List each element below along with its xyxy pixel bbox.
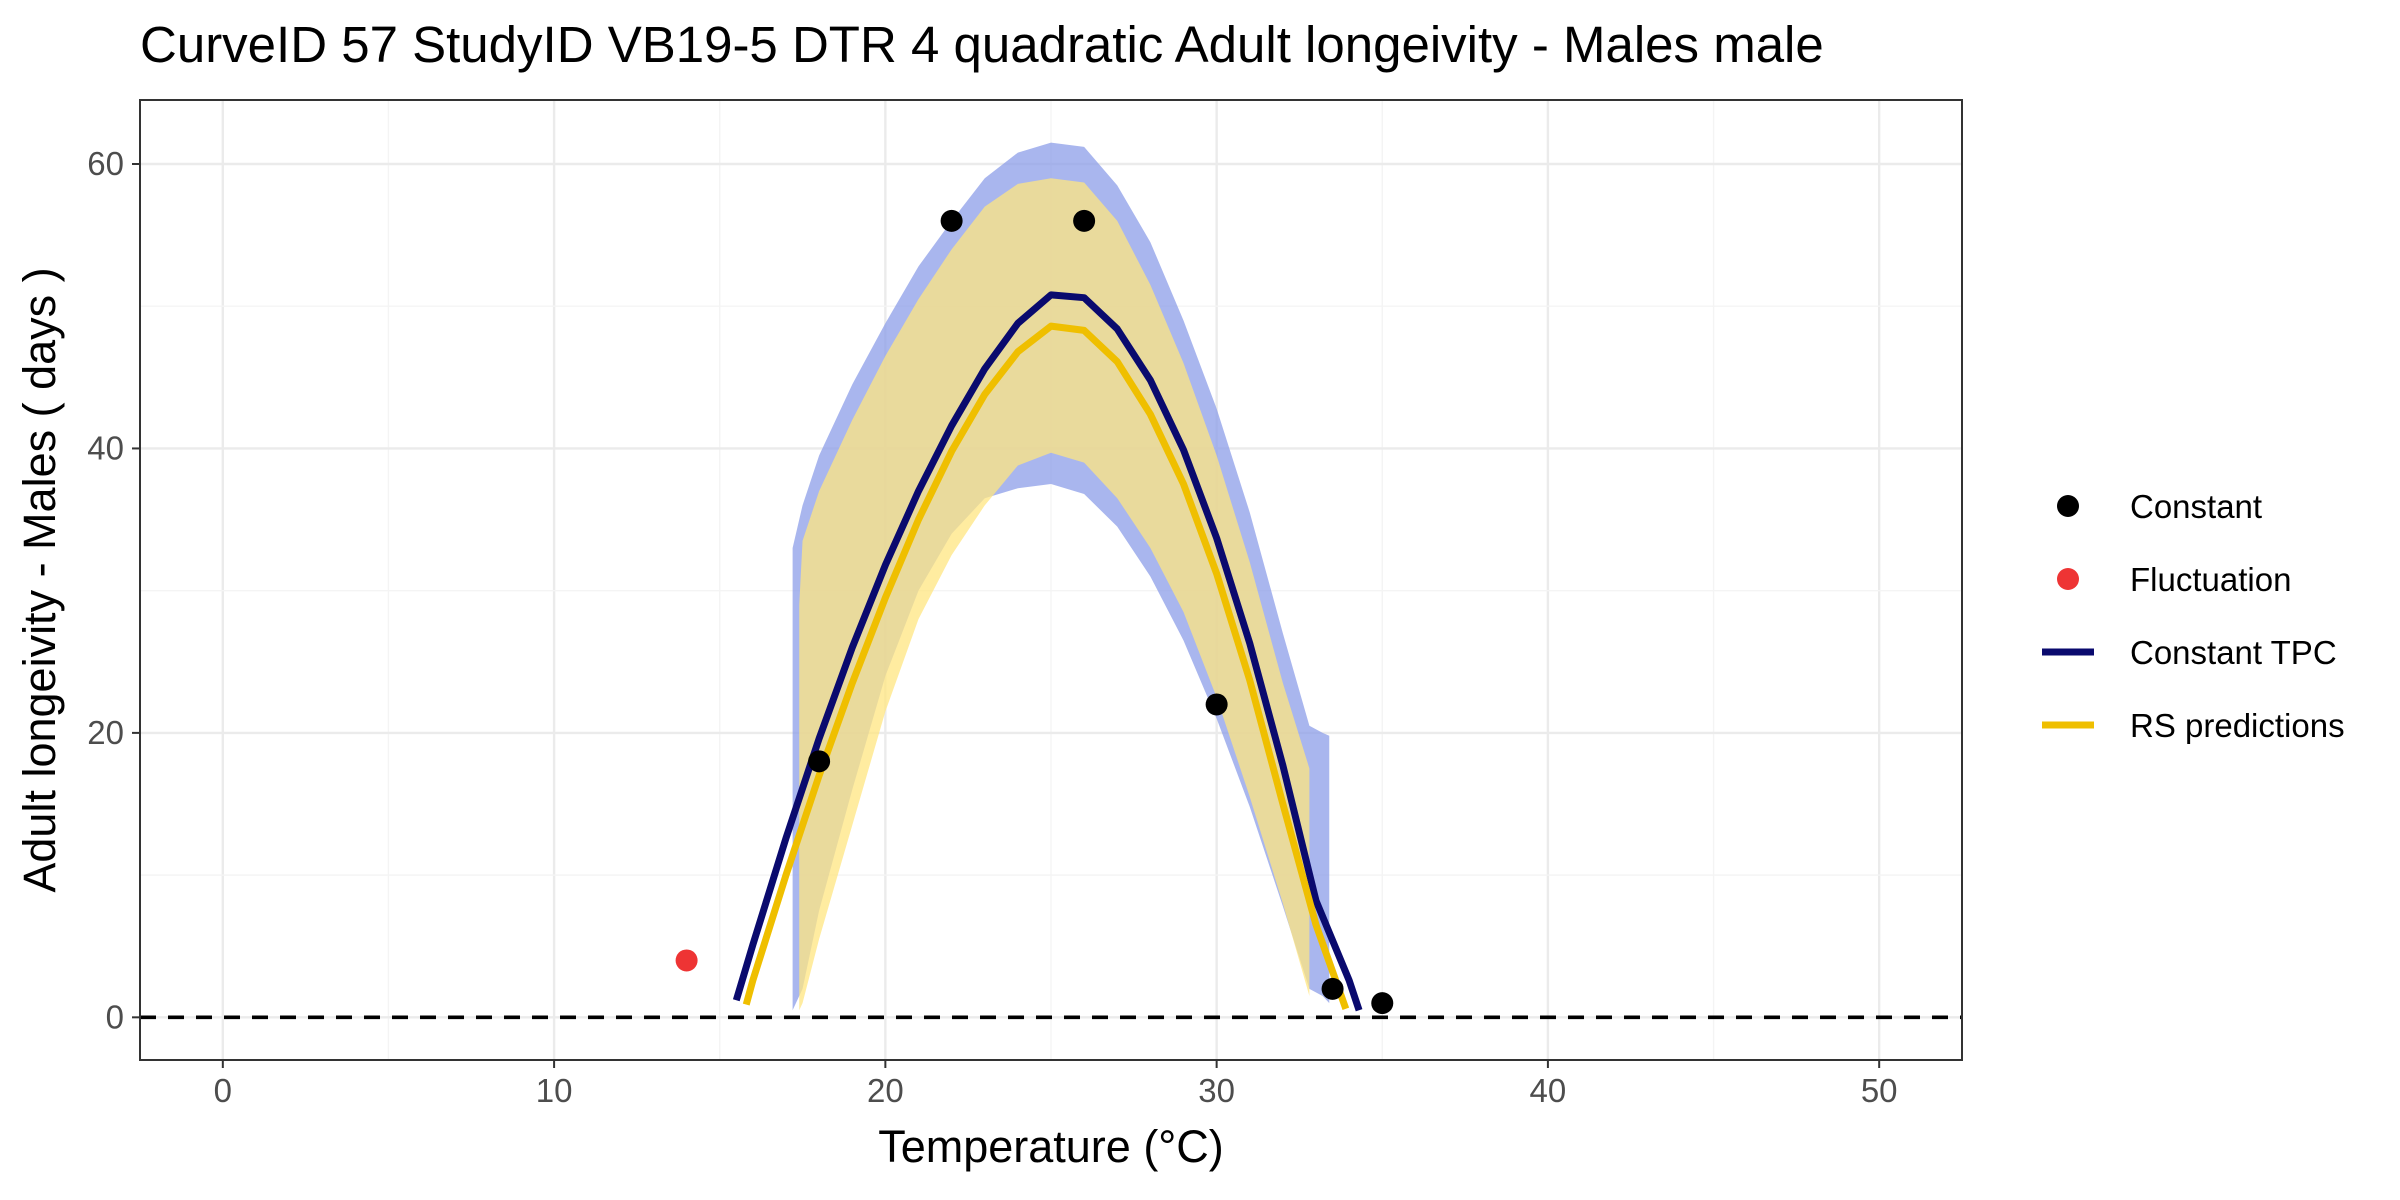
series-line-2 <box>732 291 1363 1012</box>
data-point-0-2 <box>1073 209 1096 232</box>
x-tick-label: 40 <box>1530 1072 1567 1109</box>
x-tick-label: 0 <box>214 1072 232 1109</box>
legend-label: RS predictions <box>2130 707 2345 744</box>
data-point-0-0 <box>808 750 831 773</box>
legend-key-point <box>2057 568 2079 590</box>
point-layer <box>675 209 1394 1015</box>
legend-label: Fluctuation <box>2130 561 2291 598</box>
data-point-0-5 <box>1371 992 1394 1015</box>
x-axis-title: Temperature (°C) <box>878 1121 1224 1172</box>
data-point-0-3 <box>1205 693 1228 716</box>
data-point-1-0 <box>675 949 698 972</box>
legend-label: Constant TPC <box>2130 634 2337 671</box>
confidence-band-5 <box>799 178 1310 1011</box>
data-point-0-4 <box>1321 977 1344 1000</box>
x-tick-label: 20 <box>867 1072 904 1109</box>
y-axis-title: Adult longeivity - Males ( days ) <box>14 267 65 892</box>
legend-label: Constant <box>2130 488 2262 525</box>
band-layer <box>792 142 1330 1011</box>
x-tick-label: 10 <box>536 1072 573 1109</box>
plot-panel-border <box>139 99 1963 1061</box>
y-tick-label: 60 <box>87 145 124 182</box>
data-point-0-1 <box>940 209 963 232</box>
x-tick-label: 30 <box>1198 1072 1235 1109</box>
grid-layer <box>140 100 1962 1060</box>
y-tick-label: 20 <box>87 714 124 751</box>
y-tick-label: 0 <box>106 998 124 1035</box>
legend-key-point <box>2057 495 2079 517</box>
x-tick-label: 50 <box>1861 1072 1898 1109</box>
tick-layer: 0 10 20 30 40 50 0 20 40 60 <box>87 145 1897 1109</box>
y-tick-label: 40 <box>87 429 124 466</box>
legend: Constant Fluctuation Constant TPC RS predic… <box>2042 488 2345 744</box>
chart-title: CurveID 57 StudyID VB19-5 DTR 4 quadrati… <box>140 16 1824 73</box>
